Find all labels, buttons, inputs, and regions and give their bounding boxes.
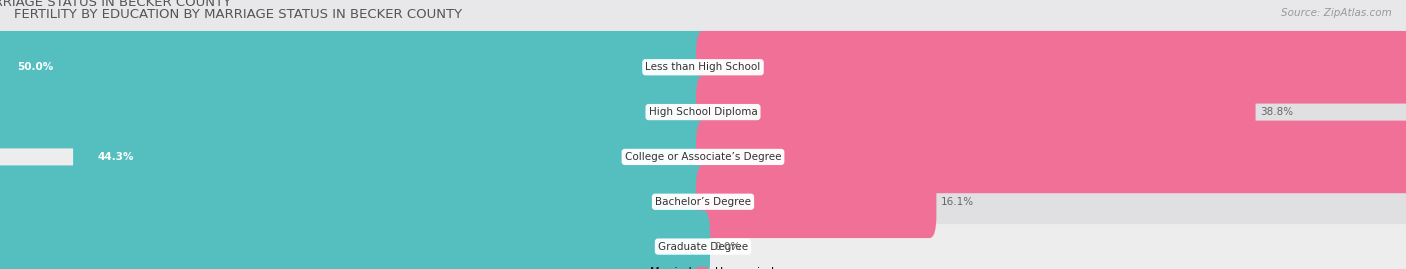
FancyBboxPatch shape [696, 31, 1406, 104]
Text: 16.1%: 16.1% [941, 197, 974, 207]
FancyBboxPatch shape [0, 165, 710, 238]
Text: FERTILITY BY EDUCATION BY MARRIAGE STATUS IN BECKER COUNTY: FERTILITY BY EDUCATION BY MARRIAGE STATU… [0, 0, 231, 9]
Text: 38.8%: 38.8% [1260, 107, 1294, 117]
Text: 44.3%: 44.3% [97, 152, 134, 162]
FancyBboxPatch shape [696, 121, 1406, 193]
Text: Source: ZipAtlas.com: Source: ZipAtlas.com [1281, 8, 1392, 18]
FancyBboxPatch shape [0, 90, 1406, 134]
Text: 50.0%: 50.0% [17, 62, 53, 72]
FancyBboxPatch shape [696, 76, 1256, 148]
FancyBboxPatch shape [0, 224, 1406, 269]
FancyBboxPatch shape [696, 165, 936, 238]
Text: FERTILITY BY EDUCATION BY MARRIAGE STATUS IN BECKER COUNTY: FERTILITY BY EDUCATION BY MARRIAGE STATU… [14, 8, 463, 21]
FancyBboxPatch shape [0, 76, 710, 148]
FancyBboxPatch shape [0, 210, 710, 269]
Text: Less than High School: Less than High School [645, 62, 761, 72]
Text: Bachelor’s Degree: Bachelor’s Degree [655, 197, 751, 207]
FancyBboxPatch shape [0, 45, 1406, 90]
FancyBboxPatch shape [0, 31, 710, 104]
Text: Graduate Degree: Graduate Degree [658, 242, 748, 252]
FancyBboxPatch shape [0, 179, 1406, 224]
Text: College or Associate’s Degree: College or Associate’s Degree [624, 152, 782, 162]
FancyBboxPatch shape [73, 121, 710, 193]
Text: 0.0%: 0.0% [714, 242, 741, 252]
Text: High School Diploma: High School Diploma [648, 107, 758, 117]
FancyBboxPatch shape [0, 134, 1406, 179]
Legend: Married, Unmarried: Married, Unmarried [633, 267, 773, 269]
